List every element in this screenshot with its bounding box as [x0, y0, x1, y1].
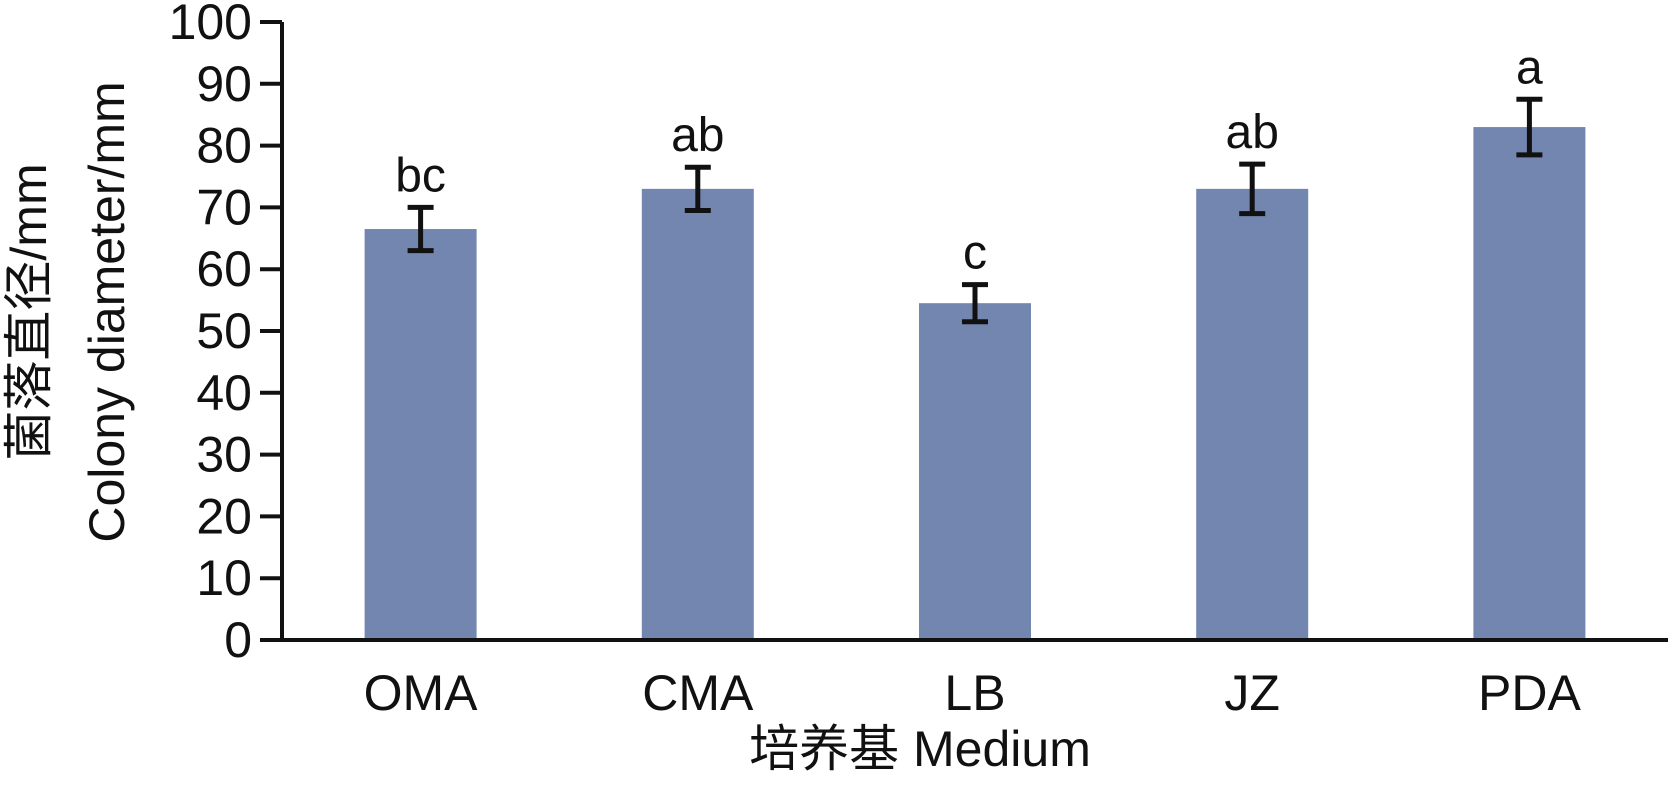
x-tick-label-oma: OMA [364, 665, 479, 721]
y-tick-label: 70 [196, 179, 252, 235]
bars-layer [364, 127, 1586, 641]
bar-jz [1196, 188, 1309, 641]
error-bar-oma [407, 204, 434, 254]
error-bar-jz [1239, 161, 1266, 217]
y-tick-label: 30 [196, 427, 252, 483]
significance-labels-layer: bc ab c ab a [395, 41, 1543, 279]
bar-oma [364, 229, 477, 640]
error-bar-cma [684, 164, 711, 213]
error-bar-lb [962, 282, 988, 325]
bar-pda [1473, 127, 1586, 640]
x-tick-label-lb: LB [944, 665, 1005, 721]
y-tick-label: 90 [196, 56, 252, 112]
y-tick-label: 40 [196, 365, 252, 421]
y-axis-title-chinese: 菌落直径/mm [1, 163, 57, 460]
y-axis-title-english: Colony diameter/mm [79, 81, 135, 542]
y-tick-label: 80 [196, 118, 252, 174]
y-tick-label: 100 [169, 0, 252, 50]
y-tick-label: 50 [196, 303, 252, 359]
y-tick-label: 60 [196, 241, 252, 297]
x-tick-label-jz: JZ [1224, 665, 1280, 721]
bar-lb [919, 303, 1031, 640]
significance-label-lb: c [963, 227, 987, 280]
significance-label-cma: ab [671, 109, 724, 162]
error-bar-pda [1516, 96, 1543, 158]
x-axis-title: 培养基 Medium [749, 721, 1091, 777]
significance-label-pda: a [1516, 41, 1543, 94]
y-tick-label: 10 [196, 550, 252, 606]
error-bars-layer [407, 96, 1543, 325]
y-tick-label: 20 [196, 488, 252, 544]
significance-label-jz: ab [1226, 106, 1279, 159]
bar-cma [641, 188, 754, 641]
x-tick-label-cma: CMA [642, 665, 754, 721]
y-tick-label: 0 [224, 612, 252, 668]
significance-label-oma: bc [395, 149, 446, 202]
x-tick-labels-layer: OMA CMA LB JZ PDA [364, 665, 1582, 721]
x-tick-label-pda: PDA [1478, 665, 1581, 721]
